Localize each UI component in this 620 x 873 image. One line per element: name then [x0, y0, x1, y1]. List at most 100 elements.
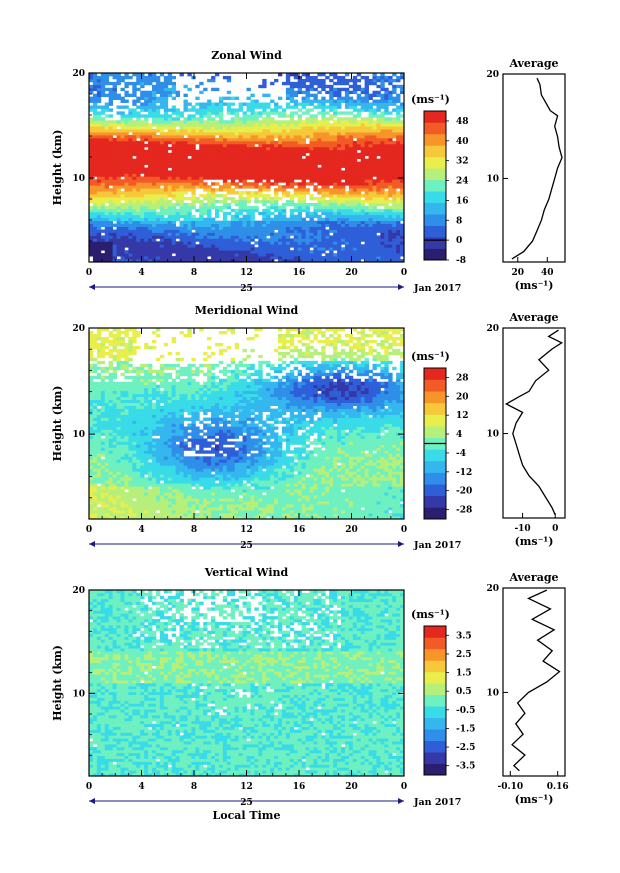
heatmap-cell — [285, 238, 291, 242]
heatmap-cell — [152, 90, 157, 95]
heatmap-cell — [92, 336, 98, 341]
heatmap-cell — [92, 155, 98, 160]
heatmap-cell — [392, 129, 397, 133]
heatmap-cell — [120, 450, 125, 454]
heatmap-cell — [159, 241, 165, 245]
heatmap-cell — [215, 164, 220, 168]
heatmap-cell — [215, 158, 220, 162]
heatmap-cell — [203, 140, 208, 145]
heatmap-cell — [226, 105, 232, 109]
heatmap-cell — [155, 199, 161, 204]
heatmap-cell — [344, 78, 350, 83]
heatmap-cell — [325, 140, 330, 145]
heatmap-cell — [356, 194, 362, 198]
heatmap-cell — [218, 135, 224, 139]
heatmap-cell — [100, 253, 106, 257]
heatmap-cell — [120, 208, 125, 213]
heatmap-cell — [333, 158, 338, 162]
heatmap-cell — [96, 137, 102, 142]
heatmap-cell — [163, 235, 169, 239]
heatmap-cell — [112, 480, 117, 484]
heatmap-cell — [281, 114, 287, 118]
heatmap-cell — [89, 516, 94, 520]
heatmap-cell — [396, 241, 401, 245]
heatmap-cell — [215, 214, 220, 219]
heatmap-cell — [262, 220, 267, 225]
heatmap-cell — [384, 111, 389, 115]
heatmap-cell — [152, 241, 157, 245]
heatmap-cell — [203, 238, 208, 242]
heatmap-cell — [226, 197, 232, 201]
heatmap-cell — [144, 123, 149, 127]
heatmap-cell — [183, 191, 188, 195]
heatmap-cell — [89, 87, 94, 92]
heatmap-cell — [250, 149, 255, 154]
heatmap-cell — [144, 241, 149, 245]
heatmap-cell — [159, 214, 165, 219]
heatmap-cell — [384, 211, 389, 216]
heatmap-cell — [183, 211, 188, 216]
heatmap-cell — [364, 259, 369, 263]
heatmap-cell — [400, 199, 405, 204]
heatmap-cell — [163, 135, 169, 139]
heatmap-cell — [321, 140, 326, 145]
heatmap-cell — [337, 176, 342, 180]
heatmap-cell — [321, 202, 326, 207]
heatmap-cell — [152, 164, 157, 168]
heatmap-cell — [163, 256, 169, 260]
heatmap-cell — [96, 441, 102, 445]
heatmap-cell — [152, 250, 157, 254]
heatmap-cell — [297, 108, 303, 112]
heatmap-cell — [152, 217, 157, 222]
heatmap-cell — [199, 149, 204, 154]
heatmap-cell — [100, 369, 106, 374]
heatmap-cell — [297, 120, 303, 124]
heatmap-cell — [167, 152, 173, 157]
heatmap-cell — [211, 126, 216, 130]
heatmap-cell — [104, 135, 110, 139]
heatmap-cell — [266, 176, 271, 180]
heatmap-cell — [207, 232, 212, 236]
heatmap-cell — [400, 235, 405, 239]
heatmap-cell — [388, 194, 393, 198]
heatmap-cell — [171, 149, 177, 154]
heatmap-cell — [128, 205, 133, 210]
heatmap-cell — [384, 161, 389, 165]
heatmap-cell — [356, 214, 362, 219]
heatmap-cell — [152, 199, 157, 204]
heatmap-cell — [100, 93, 106, 98]
heatmap-cell — [148, 75, 153, 80]
heatmap-cell — [159, 126, 165, 130]
heatmap-cell — [112, 146, 117, 151]
heatmap-cell — [281, 238, 287, 242]
heatmap-cell — [92, 256, 98, 260]
heatmap-cell — [285, 114, 291, 118]
heatmap-cell — [337, 75, 342, 80]
heatmap-cell — [368, 194, 373, 198]
heatmap-cell — [262, 226, 267, 230]
heatmap-cell — [400, 250, 405, 254]
heatmap-cell — [140, 185, 145, 189]
heatmap-cell — [297, 164, 303, 168]
heatmap-cell — [112, 459, 117, 463]
heatmap-cell — [289, 87, 295, 92]
heatmap-cell — [163, 161, 169, 165]
heatmap-cell — [392, 214, 397, 219]
heatmap-cell — [163, 185, 169, 189]
heatmap-cell — [384, 241, 389, 245]
heatmap-cell — [297, 211, 303, 216]
heatmap-cell — [124, 217, 129, 222]
heatmap-cell — [89, 152, 94, 157]
heatmap-cell — [92, 123, 98, 127]
heatmap-cell — [211, 105, 216, 109]
heatmap-cell — [348, 123, 354, 127]
heatmap-cell — [262, 146, 267, 151]
heatmap-cell — [100, 256, 106, 260]
heatmap-cell — [136, 87, 141, 92]
heatmap-cell — [380, 241, 385, 245]
heatmap-cell — [195, 117, 200, 121]
heatmap-cell — [317, 199, 322, 204]
heatmap-cell — [104, 459, 110, 463]
heatmap-cell — [96, 158, 102, 162]
heatmap-cell — [155, 129, 161, 133]
